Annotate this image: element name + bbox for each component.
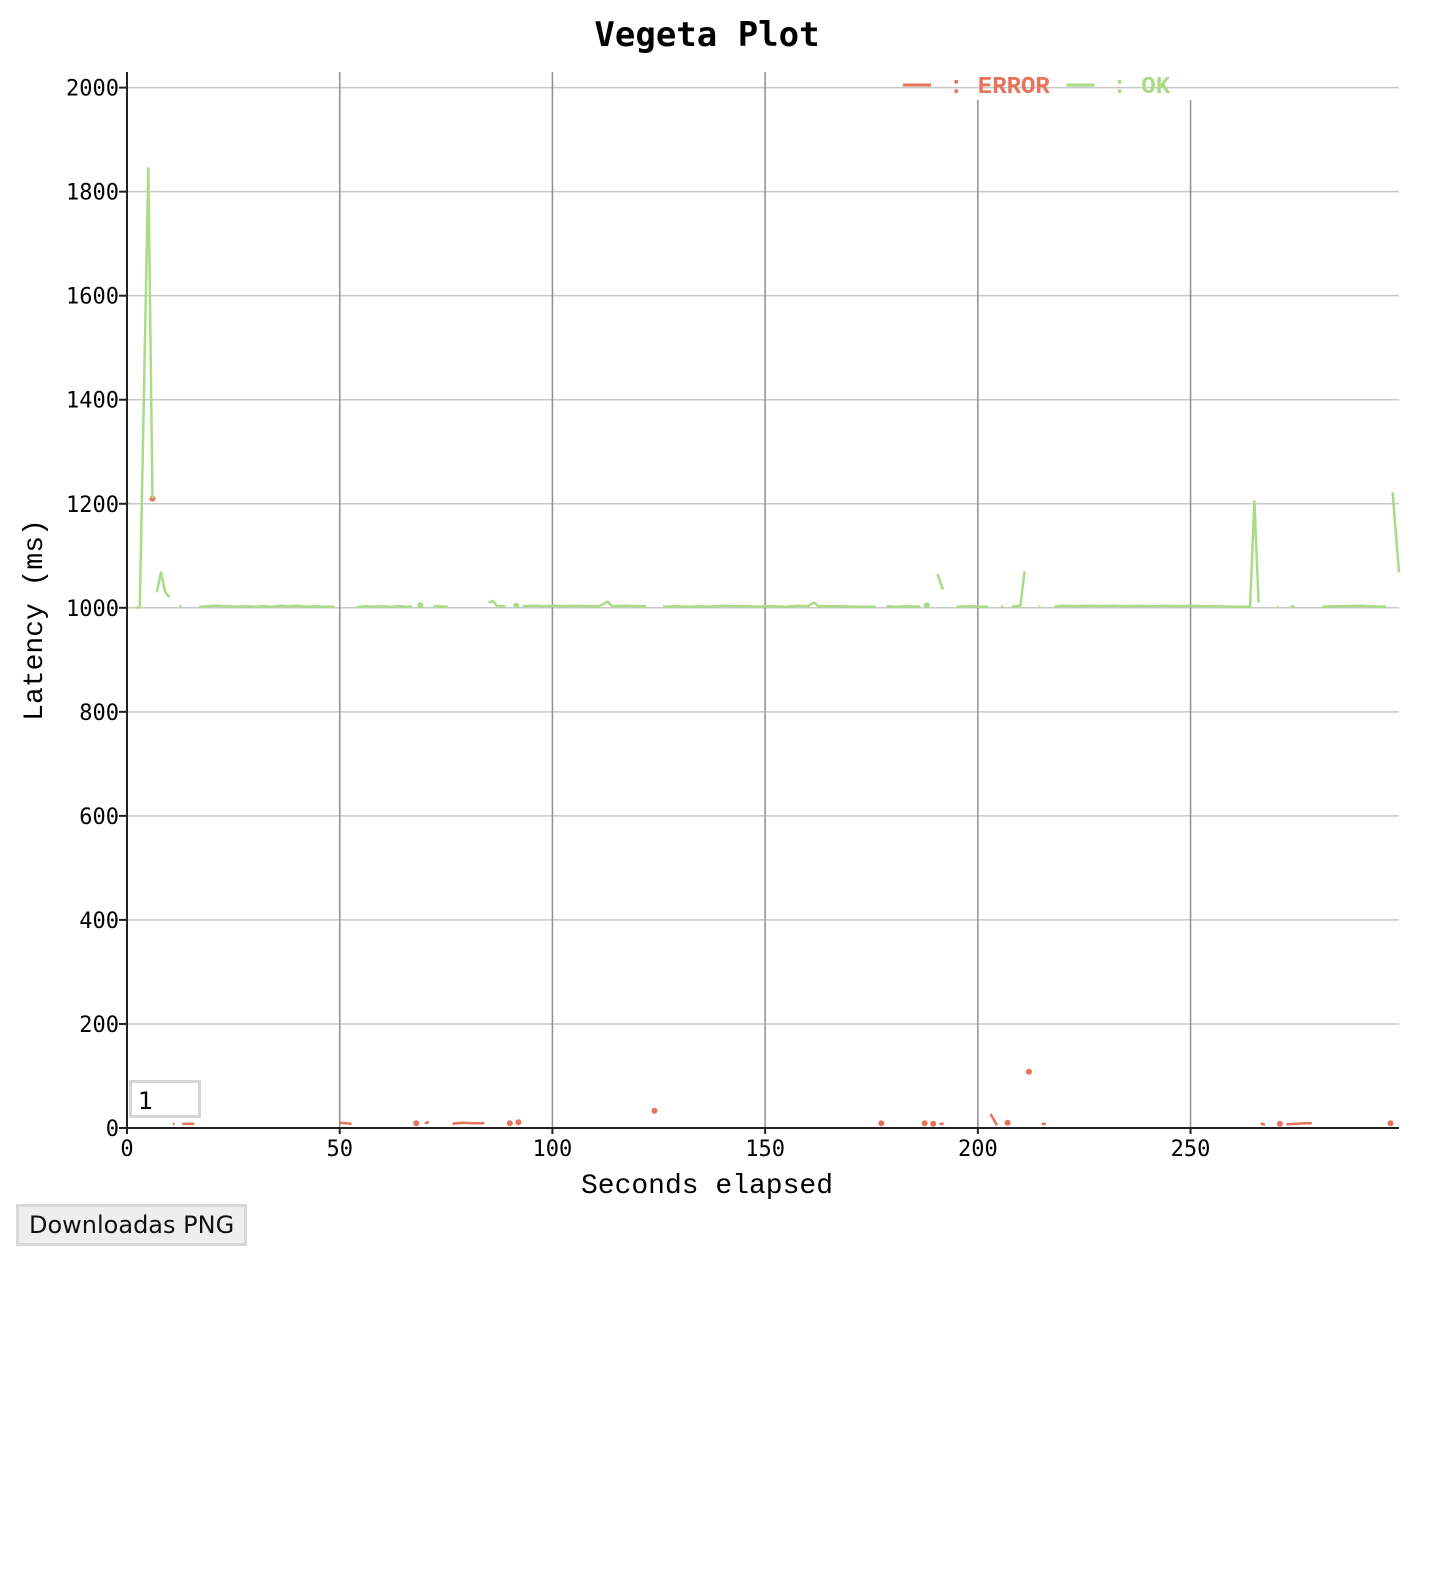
y-tick-label: 1600	[66, 285, 119, 310]
y-tick-label: 1400	[66, 389, 119, 414]
error-point	[506, 1120, 513, 1127]
x-axis-label: Seconds elapsed	[581, 1171, 833, 1200]
error-point	[921, 1120, 928, 1127]
chart-title: Vegeta Plot	[594, 15, 819, 55]
y-tick-label: 200	[79, 1013, 119, 1038]
legend-label-error[interactable]: : ERROR	[949, 74, 1050, 101]
ok-line-segment	[522, 600, 646, 608]
error-point	[930, 1120, 937, 1127]
y-tick-label: 0	[106, 1117, 119, 1142]
x-tick-label: 100	[533, 1137, 573, 1162]
ok-line-segment	[433, 604, 448, 609]
legend[interactable]: : ERROR : OK	[903, 74, 1171, 101]
range-input[interactable]: 1	[129, 1080, 201, 1118]
download-png-button[interactable]: Downloadas PNG	[16, 1204, 248, 1246]
ok-line-segment	[956, 604, 989, 609]
error-point	[1004, 1119, 1011, 1126]
error-point	[878, 1120, 885, 1127]
y-tick-label: 800	[79, 701, 119, 726]
legend-label-ok[interactable]: : OK	[1113, 74, 1171, 101]
error-line-segment	[424, 1120, 430, 1125]
ok-line-segment	[886, 604, 921, 609]
y-axis-label: Latency (ms)	[20, 519, 51, 721]
error-line-segment	[452, 1121, 485, 1126]
error-point	[1025, 1068, 1032, 1075]
x-tick-label: 200	[958, 1137, 998, 1162]
y-tick-label: 400	[79, 909, 119, 934]
grid	[127, 72, 1399, 1128]
error-line-segment	[339, 1121, 352, 1126]
ok-line-segment	[936, 573, 945, 591]
ok-line-segment	[1391, 492, 1401, 573]
ok-line-segment	[356, 604, 413, 609]
axes	[119, 72, 1399, 1134]
x-tick-label: 0	[120, 1137, 133, 1162]
error-line-segment	[1260, 1122, 1266, 1127]
ok-line-segment	[488, 599, 506, 608]
ok-line-segment	[1290, 604, 1295, 609]
error-line-segment	[1286, 1122, 1312, 1126]
y-tick-label: 2000	[66, 77, 119, 102]
ok-line-segment	[1054, 499, 1260, 609]
ok-line-segment	[662, 601, 876, 609]
error-point	[651, 1107, 658, 1114]
error-point	[413, 1120, 420, 1127]
vegeta-chart: Vegeta Plot 0200400600800100012001400160…	[20, 15, 1401, 1200]
x-tick-label: 150	[745, 1137, 785, 1162]
error-line-segment	[989, 1113, 999, 1127]
error-point	[515, 1119, 522, 1126]
y-tick-label: 1000	[66, 597, 119, 622]
ok-point	[923, 602, 930, 609]
error-point	[1276, 1120, 1283, 1127]
ok-line-segment	[155, 571, 171, 599]
y-tick-label: 600	[79, 805, 119, 830]
ok-point	[513, 602, 520, 609]
plot-area[interactable]	[126, 166, 1401, 1127]
ok-point	[417, 602, 424, 609]
ok-line-segment	[1011, 571, 1026, 609]
series-error[interactable]	[149, 495, 1394, 1127]
ok-line-segment	[178, 604, 182, 609]
error-point	[1387, 1120, 1394, 1127]
ok-line-segment	[199, 604, 335, 609]
series-ok[interactable]	[126, 166, 1401, 610]
x-tick-label: 250	[1171, 1137, 1211, 1162]
y-tick-label: 1200	[66, 493, 119, 518]
y-tick-label: 1800	[66, 181, 119, 206]
ok-line-segment	[135, 166, 154, 610]
x-tick-label: 50	[326, 1137, 353, 1162]
ok-line-segment	[1322, 604, 1387, 609]
